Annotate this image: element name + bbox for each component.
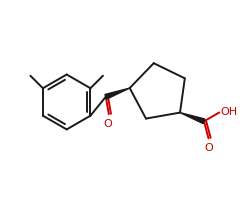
Text: O: O (204, 143, 213, 153)
Polygon shape (180, 113, 205, 124)
Text: OH: OH (220, 107, 237, 117)
Polygon shape (105, 88, 130, 99)
Text: O: O (103, 119, 112, 129)
